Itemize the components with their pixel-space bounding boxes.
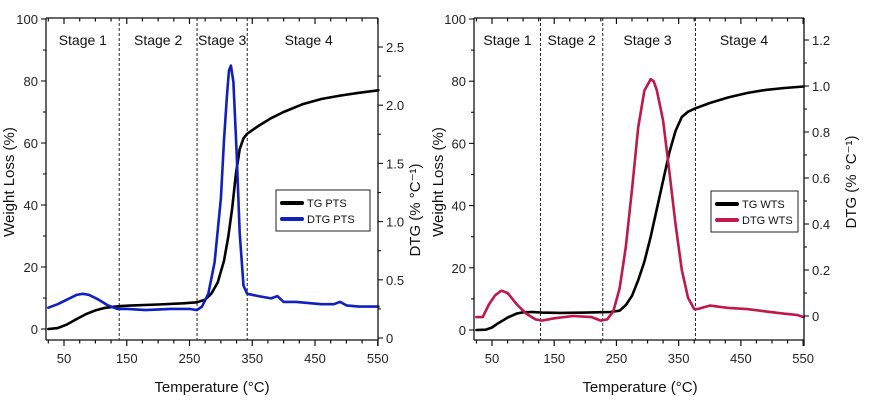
y-axis-title: Weight Loss (%) <box>430 127 447 237</box>
wts-chart: Stage 1 Stage 2 Stage 3 Stage 4 50 150 250 350… <box>430 12 860 396</box>
x-tick-label: 250 <box>606 351 628 366</box>
y2-axis-title: DTG (% °C⁻¹) <box>407 163 424 256</box>
stage-label: Stage 1 <box>483 32 531 48</box>
series-line-tg-pts <box>46 89 380 331</box>
y2-tick-label: 0.5 <box>386 273 404 288</box>
y-tick-label: 60 <box>24 136 38 151</box>
axes: 50 150 250 350 450 550 0 20 40 60 80 100 0 0.2 0.4 0.6 0… <box>444 12 830 366</box>
legend: TG WTS DTG WTS <box>710 190 799 233</box>
stage-dividers: Stage 1 Stage 2 Stage 3 Stage 4 <box>59 18 333 340</box>
y2-tick-label: 2.5 <box>386 40 404 55</box>
legend-label: TG PTS <box>307 198 347 210</box>
y-tick-label: 60 <box>452 136 466 151</box>
x-tick-label: 450 <box>304 351 326 366</box>
y-tick-label: 40 <box>24 198 38 213</box>
series-line-tg-wts <box>475 85 806 332</box>
y2-tick-label: 1.0 <box>812 79 830 94</box>
y-axis-title: Weight Loss (%) <box>1 127 18 237</box>
stage-dividers: Stage 1 Stage 2 Stage 3 Stage 4 <box>483 18 768 340</box>
y2-tick-label: 0 <box>386 331 393 346</box>
x-tick-label: 150 <box>543 351 565 366</box>
stage-label: Stage 4 <box>720 32 768 48</box>
legend: TG PTS DTG PTS <box>275 189 371 232</box>
stage-label: Stage 2 <box>548 32 596 48</box>
labels: Temperature (°C) Weight Loss (%) DTG (% … <box>430 127 860 396</box>
axes: 50 150 250 350 450 550 0 20 40 60 80 100 0 0.5 1.0 1.5 2… <box>16 12 404 366</box>
y2-tick-label: 2.0 <box>386 98 404 113</box>
legend-box <box>710 190 799 233</box>
y2-tick-label: 0.8 <box>812 125 830 140</box>
x-tick-label: 350 <box>668 351 690 366</box>
y2-tick-label: 0.4 <box>812 217 830 232</box>
y2-tick-label: 0 <box>812 309 819 324</box>
stage-label: Stage 1 <box>59 32 107 48</box>
x-tick-label: 550 <box>367 351 389 366</box>
series-line-dtg-pts <box>46 64 380 312</box>
labels: Temperature (°C) Weight Loss (%) DTG (% … <box>1 127 424 396</box>
y-tick-label: 80 <box>452 74 466 89</box>
x-tick-label: 150 <box>116 351 138 366</box>
series-layer <box>46 64 380 331</box>
x-axis-title: Temperature (°C) <box>582 379 697 396</box>
x-tick-label: 550 <box>792 351 814 366</box>
series-line-dtg-wts <box>475 77 806 322</box>
x-tick-label: 350 <box>241 351 263 366</box>
stage-label: Stage 3 <box>198 32 246 48</box>
y-tick-label: 80 <box>24 74 38 89</box>
x-tick-label: 50 <box>485 351 499 366</box>
y2-tick-label: 1.2 <box>812 33 830 48</box>
stage-label: Stage 3 <box>623 32 671 48</box>
legend-box <box>275 189 371 232</box>
x-tick-label: 450 <box>730 351 752 366</box>
legend-label: DTG PTS <box>307 214 355 226</box>
y2-tick-label: 1.0 <box>386 215 404 230</box>
x-axis-title: Temperature (°C) <box>154 379 269 396</box>
legend-label: TG WTS <box>742 199 785 211</box>
y-tick-label: 20 <box>452 261 466 276</box>
y2-tick-label: 1.5 <box>386 156 404 171</box>
legend-label: DTG WTS <box>742 215 793 227</box>
pts-chart: Stage 1 Stage 2 Stage 3 Stage 4 50 150 250 350… <box>1 12 424 396</box>
stage-label: Stage 2 <box>134 32 182 48</box>
y-tick-label: 100 <box>444 12 466 27</box>
y2-tick-label: 0.6 <box>812 171 830 186</box>
y2-tick-label: 0.2 <box>812 263 830 278</box>
series-layer <box>475 77 806 332</box>
stage-label: Stage 4 <box>285 32 333 48</box>
x-tick-label: 250 <box>179 351 201 366</box>
y-tick-label: 0 <box>31 322 38 337</box>
y-tick-label: 0 <box>459 323 466 338</box>
x-tick-label: 50 <box>57 351 71 366</box>
y2-axis-title: DTG (% °C⁻¹) <box>843 135 860 228</box>
y-tick-label: 40 <box>452 199 466 214</box>
y-tick-label: 100 <box>16 12 38 27</box>
y-tick-label: 20 <box>24 260 38 275</box>
